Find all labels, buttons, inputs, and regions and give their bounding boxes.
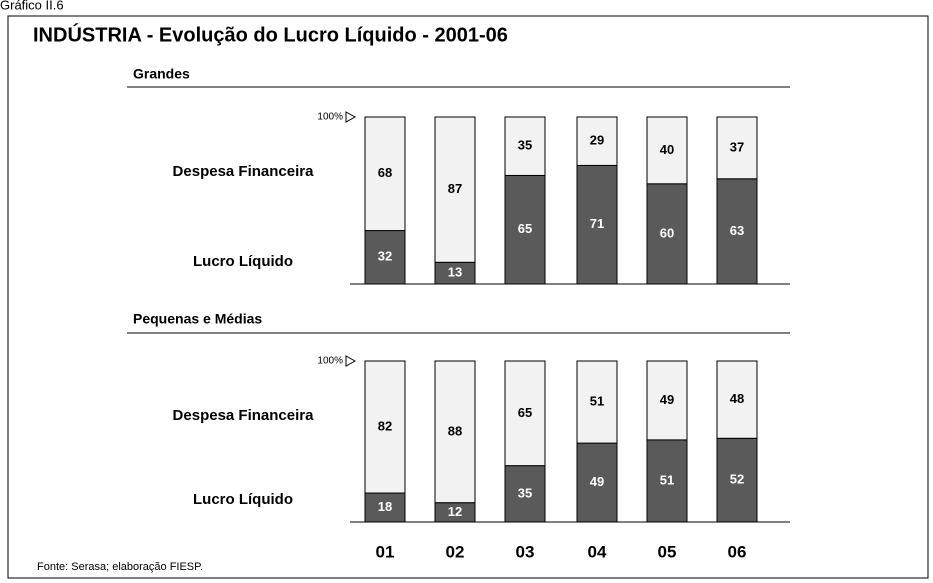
bar-segment <box>716 178 758 285</box>
value-label: 12 <box>448 504 462 519</box>
y-tick-label: 100% <box>317 356 343 367</box>
value-label: 51 <box>660 472 674 487</box>
value-label: 37 <box>730 139 744 154</box>
x-tick-label: 05 <box>658 542 677 561</box>
x-tick-label: 04 <box>588 542 607 561</box>
x-tick-label: 06 <box>728 542 747 561</box>
x-tick-label: 02 <box>446 542 465 561</box>
page-title: INDÚSTRIA - Evolução do Lucro Líquido - … <box>33 22 508 46</box>
bar-segment <box>504 360 546 467</box>
value-label: 65 <box>518 221 532 236</box>
bar-segment <box>646 360 688 441</box>
value-label: 82 <box>378 418 392 433</box>
value-label: 29 <box>590 133 604 148</box>
value-label: 18 <box>378 499 392 514</box>
value-label: 35 <box>518 485 532 500</box>
x-tick-label: 01 <box>376 542 395 561</box>
bar-segment <box>364 360 406 494</box>
value-label: 52 <box>730 472 744 487</box>
series-label: Lucro Líquido <box>193 253 293 270</box>
bar-segment <box>434 116 476 263</box>
source: Fonte: Serasa; elaboração FIESP. <box>37 561 203 573</box>
bar-segment <box>646 116 688 185</box>
value-label: 35 <box>518 138 532 153</box>
value-label: 63 <box>730 223 744 238</box>
tick-mark <box>345 111 357 123</box>
bar-segment <box>504 174 546 285</box>
series-label: Despesa Financeira <box>173 407 315 424</box>
bar-segment <box>434 360 476 504</box>
value-label: 13 <box>448 265 462 280</box>
bar-segment <box>646 183 688 285</box>
bar-segment <box>646 439 688 523</box>
value-label: 51 <box>590 393 604 408</box>
value-label: 87 <box>448 181 462 196</box>
value-label: 71 <box>590 216 604 231</box>
bar-segment <box>716 116 758 180</box>
bar-segment <box>504 116 546 176</box>
value-label: 65 <box>518 405 532 420</box>
value-label: 49 <box>590 474 604 489</box>
bar-segment <box>364 116 406 232</box>
bar-segment <box>716 360 758 439</box>
bar-segment <box>504 465 546 523</box>
value-label: 49 <box>660 392 674 407</box>
bar-segment <box>576 116 618 166</box>
caption: Gráfico II.6 <box>0 0 64 12</box>
value-label: 68 <box>378 165 392 180</box>
bar-segment <box>576 164 618 285</box>
bar-segment <box>576 442 618 523</box>
value-label: 48 <box>730 391 744 406</box>
panel-title: Grandes <box>133 66 190 82</box>
bar-segment <box>716 437 758 523</box>
bar-segment <box>364 492 406 523</box>
series-label: Lucro Líquido <box>193 491 293 508</box>
series-label: Despesa Financeira <box>173 163 315 180</box>
bar-segment <box>364 230 406 285</box>
x-tick-label: 03 <box>516 542 535 561</box>
y-tick-label: 100% <box>317 112 343 123</box>
value-label: 40 <box>660 142 674 157</box>
tick-mark <box>345 355 357 367</box>
value-label: 60 <box>660 225 674 240</box>
panel-title: Pequenas e Médias <box>133 311 262 327</box>
value-label: 88 <box>448 423 462 438</box>
frame <box>7 15 929 579</box>
value-label: 32 <box>378 249 392 264</box>
bar-segment <box>576 360 618 444</box>
